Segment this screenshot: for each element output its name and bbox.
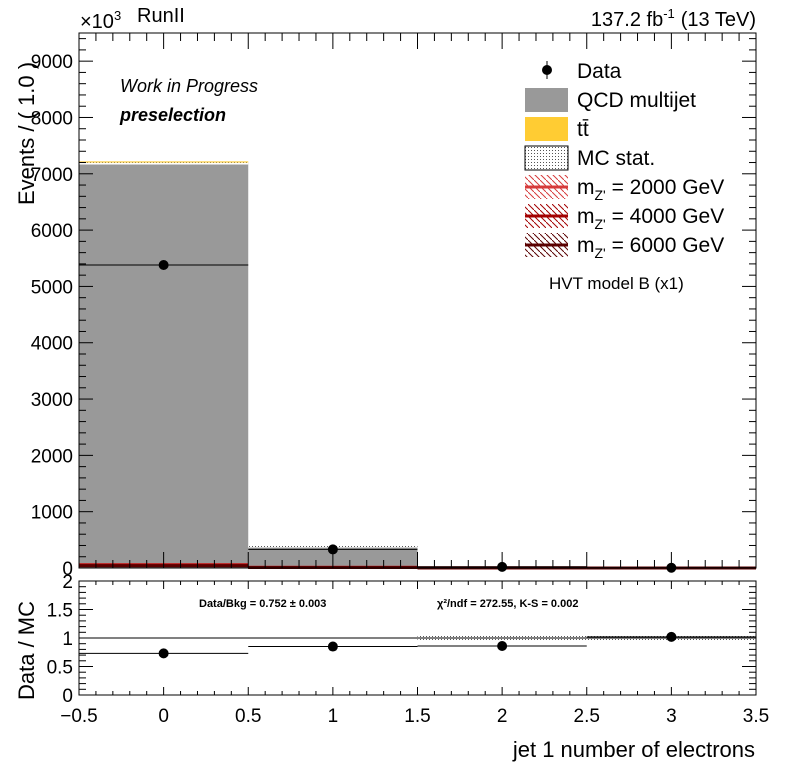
chi2-ks-text: χ²/ndf = 272.55, K-S = 0.002 bbox=[437, 598, 578, 610]
x-tick-label: −0.5 bbox=[60, 706, 98, 727]
x-tick-label: 0.5 bbox=[235, 706, 261, 727]
y-exponent-label: ×103 bbox=[80, 8, 121, 33]
legend-sig1-label: mZ' = 2000 GeV bbox=[577, 176, 724, 203]
data-point bbox=[159, 260, 169, 270]
legend-sig2-label: mZ' = 4000 GeV bbox=[577, 205, 724, 232]
main-y-tick-label: 1000 bbox=[31, 503, 73, 524]
ratio-point bbox=[159, 648, 169, 658]
legend-ttbar-label: tt̄ bbox=[577, 118, 589, 141]
ttbar-bar bbox=[79, 161, 248, 162]
main-y-tick-label: 4000 bbox=[31, 334, 73, 355]
luminosity-label: 137.2 fb-1(13 TeV) bbox=[591, 6, 756, 31]
legend-sig3-label: mZ' = 6000 GeV bbox=[577, 234, 724, 261]
ratio-y-tick-label: 1.5 bbox=[47, 601, 73, 622]
run-label: RunII bbox=[137, 5, 185, 27]
legend-mcstat-label: MC stat. bbox=[577, 147, 655, 170]
main-y-tick-label: 2000 bbox=[31, 446, 73, 467]
ratio-point bbox=[497, 641, 507, 651]
x-tick-label: 1.5 bbox=[404, 706, 430, 727]
ratio-point bbox=[328, 642, 338, 652]
main-y-tick-label: 5000 bbox=[31, 277, 73, 298]
x-tick-label: 0 bbox=[158, 706, 169, 727]
x-tick-label: 3 bbox=[666, 706, 677, 727]
region-label: preselection bbox=[119, 105, 226, 125]
legend-qcd-swatch bbox=[525, 88, 568, 112]
legend-qcd-label: QCD multijet bbox=[577, 89, 696, 112]
x-tick-label: 2 bbox=[497, 706, 508, 727]
ratio-y-tick-label: 2 bbox=[62, 572, 73, 593]
status-label: Work in Progress bbox=[120, 76, 258, 96]
ratio-y-tick-label: 0.5 bbox=[47, 658, 73, 679]
x-tick-label: 1 bbox=[328, 706, 339, 727]
legend: Data QCD multijet tt̄ MC stat. mZ' = 200… bbox=[525, 60, 724, 261]
data-bkg-ratio-text: Data/Bkg = 0.752 ± 0.003 bbox=[199, 598, 326, 610]
qcd-bar bbox=[79, 163, 248, 568]
x-tick-label: 2.5 bbox=[574, 706, 600, 727]
x-axis-title: jet 1 number of electrons bbox=[512, 737, 755, 762]
main-y-tick-label: 6000 bbox=[31, 221, 73, 242]
ratio-y-tick-label: 1 bbox=[62, 629, 73, 650]
mc-stat-band bbox=[79, 161, 248, 165]
legend-mcstat-swatch bbox=[525, 146, 568, 170]
ratio-point bbox=[666, 632, 676, 642]
x-tick-label: 3.5 bbox=[743, 706, 769, 727]
main-y-tick-label: 3000 bbox=[31, 390, 73, 411]
ratio-y-tick-label: 0 bbox=[62, 686, 73, 707]
ratio-y-axis-title: Data / MC bbox=[14, 601, 39, 700]
legend-data-label: Data bbox=[577, 60, 622, 83]
main-y-axis-title: Events / ( 1.0 ) bbox=[14, 62, 39, 205]
model-label: HVT model B (x1) bbox=[549, 274, 684, 293]
legend-ttbar-swatch bbox=[525, 117, 568, 141]
